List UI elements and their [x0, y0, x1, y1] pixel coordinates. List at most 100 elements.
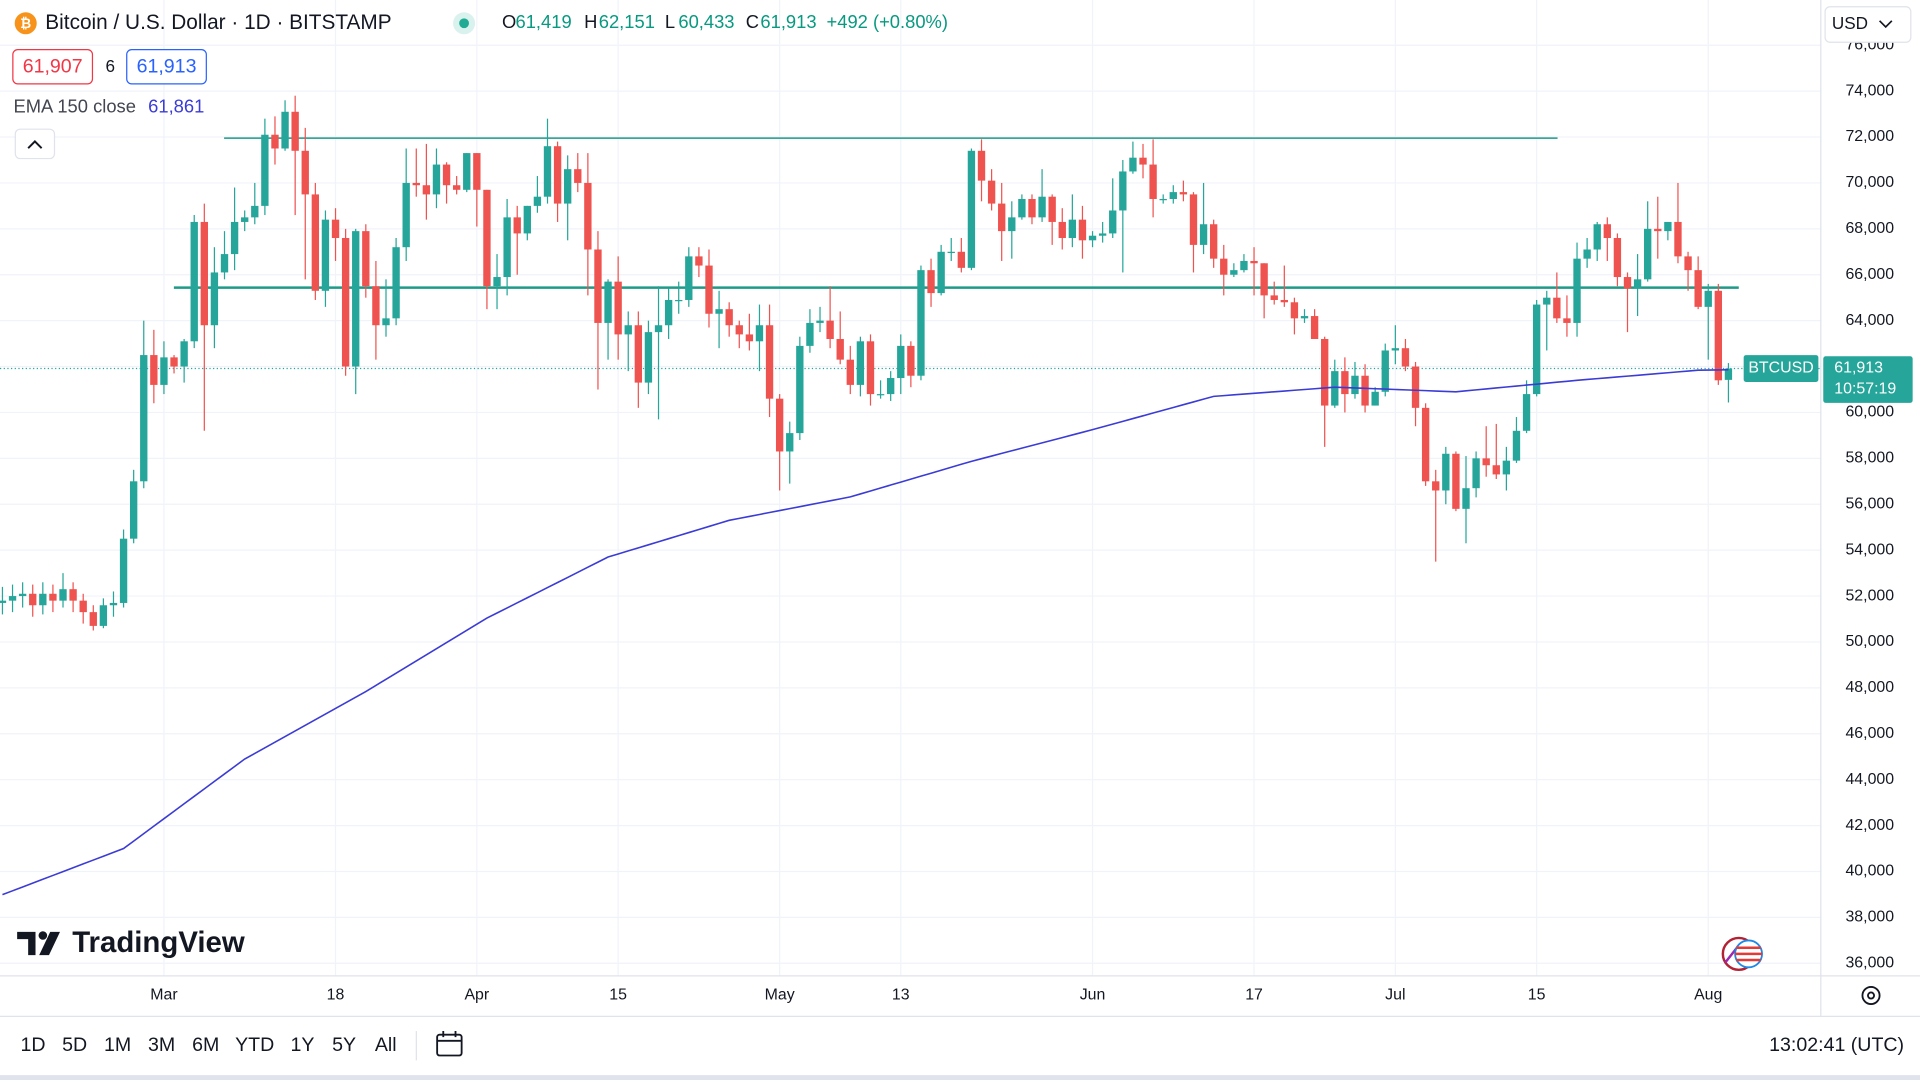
- candle-body: [1583, 249, 1591, 259]
- candle-body: [977, 150, 986, 181]
- range-button[interactable]: 3M: [148, 1034, 175, 1056]
- candle-body: [1220, 258, 1228, 275]
- candle-body: [473, 153, 481, 190]
- axes: 36,000 38,000 40,000 42,000 44,000 46,000 48,0…: [0, 0, 1920, 1017]
- candle-body: [210, 272, 219, 326]
- ema-line: [2, 368, 1729, 896]
- candle-body: [331, 219, 340, 239]
- candle-body: [826, 320, 834, 340]
- candle-body: [442, 164, 451, 186]
- candle-body: [119, 538, 128, 603]
- candle-body: [735, 325, 743, 335]
- range-button[interactable]: 1M: [104, 1034, 131, 1056]
- candle-body: [796, 345, 804, 434]
- settings-icon[interactable]: [1861, 986, 1881, 1005]
- candle-body: [937, 251, 945, 294]
- candle-body: [281, 111, 289, 149]
- candle-body: [806, 322, 814, 346]
- candle-body: [927, 270, 935, 294]
- plot: [0, 95, 1821, 896]
- price-change: +492 (+0.80%): [827, 11, 948, 32]
- candle-body: [1543, 297, 1551, 305]
- candle-body: [1230, 270, 1238, 275]
- ohlc-label: H: [584, 11, 597, 32]
- indicator-name[interactable]: EMA 150 close: [13, 96, 135, 117]
- candle-body: [1008, 217, 1016, 232]
- candle-body: [1209, 224, 1218, 259]
- candle-body: [998, 203, 1006, 232]
- range-button[interactable]: All: [375, 1034, 397, 1056]
- candle-body: [241, 217, 249, 222]
- candle-body: [311, 194, 320, 291]
- candle-body: [1169, 192, 1177, 199]
- candle-body: [180, 341, 188, 367]
- candle-body: [1139, 157, 1147, 165]
- candle-body: [321, 219, 330, 291]
- ohlc-label: L: [665, 11, 675, 32]
- candle-body: [372, 286, 380, 326]
- symbol-label-bg: [1743, 355, 1819, 383]
- y-tick-label: 60,000: [1845, 404, 1894, 421]
- y-tick-label: 50,000: [1845, 633, 1894, 650]
- candle-body: [836, 339, 844, 360]
- symbol-title[interactable]: Bitcoin / U.S. Dollar · 1D · BITSTAMP: [45, 11, 391, 34]
- candle-body: [1613, 238, 1622, 278]
- range-button[interactable]: 5D: [62, 1034, 87, 1056]
- x-tick-label: May: [765, 987, 795, 1004]
- candle-body: [775, 398, 784, 452]
- x-tick-label: Apr: [464, 987, 489, 1004]
- candle-body: [0, 600, 7, 603]
- candle-body: [170, 357, 178, 367]
- candle-body: [251, 205, 259, 218]
- candle-body: [1724, 368, 1733, 380]
- candle-body: [1421, 407, 1430, 482]
- candle-body: [1633, 279, 1642, 289]
- buy-button[interactable]: [126, 48, 207, 85]
- y-tick-label: 66,000: [1845, 266, 1894, 283]
- candle-body: [1270, 295, 1278, 300]
- range-button[interactable]: 1D: [21, 1034, 46, 1056]
- candle-body: [463, 153, 471, 190]
- candle-body: [765, 325, 774, 399]
- collapse-legend-button[interactable]: [14, 128, 56, 160]
- currency-button[interactable]: [1824, 6, 1912, 43]
- candle-body: [1260, 263, 1268, 296]
- y-tick-label: 70,000: [1845, 174, 1894, 191]
- logo: TradingView: [17, 926, 245, 959]
- ohlc-label: O: [502, 11, 516, 32]
- candle-body: [1179, 192, 1188, 195]
- candle-body: [1018, 198, 1026, 218]
- y-tick-label: 74,000: [1845, 82, 1894, 99]
- candle-body: [1048, 196, 1056, 222]
- candle-body: [1623, 277, 1632, 289]
- clock[interactable]: 13:02:41 (UTC): [1769, 1034, 1904, 1056]
- indicator-value: 61,861: [148, 96, 204, 117]
- y-tick-label: 52,000: [1845, 587, 1894, 604]
- candle-body: [220, 254, 229, 273]
- range-button[interactable]: YTD: [235, 1034, 274, 1056]
- y-tick-label: 36,000: [1845, 954, 1894, 971]
- candle-body: [543, 146, 552, 197]
- candle-body: [493, 277, 501, 287]
- y-tick-label: 56,000: [1845, 495, 1894, 512]
- range-button[interactable]: 5Y: [332, 1034, 356, 1056]
- settings-icon-center: [1867, 991, 1875, 1000]
- range-button[interactable]: 1Y: [290, 1034, 314, 1056]
- candle-body: [947, 251, 955, 254]
- x-tick-label: 13: [892, 987, 910, 1004]
- candle-body: [301, 150, 309, 195]
- candle-body: [352, 231, 360, 367]
- range-buttons: 1D 5D 1M 3M 6M YTD 1Y 5Y All: [21, 1034, 397, 1056]
- range-button[interactable]: 6M: [192, 1034, 219, 1056]
- candle-body: [1341, 371, 1349, 395]
- dropdown-arrow: [1878, 20, 1893, 29]
- bitcoin-symbol: ₿: [20, 16, 31, 31]
- candle-body: [1482, 458, 1490, 466]
- y-tick-label: 64,000: [1845, 312, 1894, 329]
- candle-body: [685, 256, 693, 300]
- countdown-label: 10:57:19: [1834, 381, 1896, 398]
- x-tick-label: 15: [1528, 987, 1546, 1004]
- candle-body: [917, 270, 925, 376]
- date-range-icon[interactable]: [436, 1033, 463, 1057]
- sell-button[interactable]: [12, 48, 94, 85]
